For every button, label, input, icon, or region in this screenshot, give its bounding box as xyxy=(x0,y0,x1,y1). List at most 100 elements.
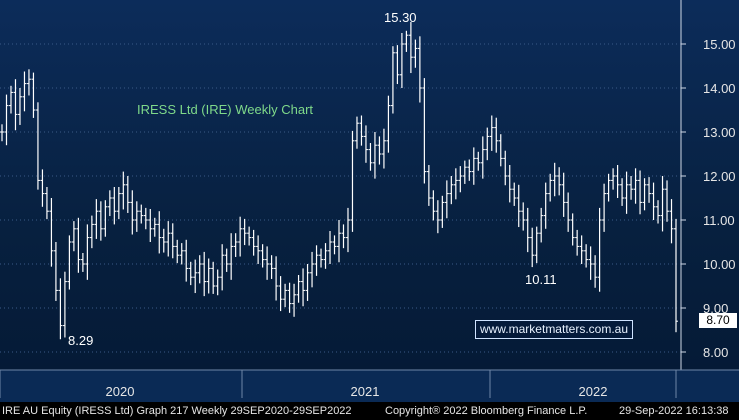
y-tick-label: 8.00 xyxy=(703,345,728,360)
ohlc-bar xyxy=(525,207,530,253)
y-tick-label: 14.00 xyxy=(703,81,736,96)
y-tick-label: 13.00 xyxy=(703,125,736,140)
ohlc-bar xyxy=(112,187,117,225)
ohlc-bar xyxy=(408,22,413,74)
ohlc-bar xyxy=(35,102,40,190)
ohlc-bar xyxy=(615,165,620,198)
ohlc-bar xyxy=(638,170,643,215)
ohlc-bar xyxy=(426,165,431,206)
ohlc-bar xyxy=(494,117,499,153)
ohlc-bar xyxy=(305,264,310,301)
ohlc-bar xyxy=(552,162,557,197)
annotation-low: 8.29 xyxy=(68,333,93,348)
ohlc-bar xyxy=(274,256,279,301)
grid-lines xyxy=(0,43,681,353)
ohlc-bar xyxy=(283,283,288,308)
ohlc-bar xyxy=(328,231,333,264)
year-label: 2020 xyxy=(106,384,135,399)
ohlc-bar xyxy=(359,115,364,146)
ohlc-bar xyxy=(458,166,463,193)
ohlc-bar xyxy=(602,183,607,232)
ohlc-bar xyxy=(534,226,539,264)
ohlc-bar xyxy=(516,184,521,228)
ohlc-bar xyxy=(674,218,678,333)
ohlc-bar xyxy=(503,150,508,186)
ohlc-bar xyxy=(476,151,481,171)
ohlc-bar xyxy=(462,160,467,184)
ohlc-bar xyxy=(296,275,301,303)
ohlc-bar xyxy=(49,198,54,267)
year-label: 2021 xyxy=(351,384,380,399)
ohlc-bar xyxy=(480,136,485,179)
ohlc-bar xyxy=(103,200,108,237)
ohlc-bar xyxy=(58,278,63,340)
ohlc-bar xyxy=(184,239,189,282)
ohlc-bar xyxy=(597,207,602,292)
ohlc-bar xyxy=(287,282,292,313)
ohlc-bar xyxy=(354,116,359,149)
ohlc-bar xyxy=(350,130,355,232)
ohlc-bar xyxy=(449,176,454,205)
ohlc-bar xyxy=(440,195,445,228)
ohlc-bar xyxy=(647,177,652,203)
ohlc-bar xyxy=(247,226,252,246)
ohlc-bar xyxy=(620,178,625,206)
ohlc-bar xyxy=(579,235,584,264)
chart-title: IRESS Ltd (IRE) Weekly Chart xyxy=(137,102,313,117)
ohlc-bar xyxy=(206,258,211,294)
ohlc-bar xyxy=(381,128,386,169)
ohlc-bar xyxy=(530,227,535,268)
ohlc-bar xyxy=(485,127,490,161)
ohlc-bar xyxy=(575,229,580,256)
ohlc-bar xyxy=(22,71,27,112)
ohlc-bar xyxy=(539,207,544,243)
ohlc-bar xyxy=(633,168,638,204)
watermark-link[interactable]: www.marketmatters.com.au xyxy=(475,320,633,339)
ohlc-bar xyxy=(161,228,166,253)
ohlc-bar xyxy=(507,165,512,203)
annotation-mid: 10.11 xyxy=(525,272,557,287)
ohlc-bar xyxy=(121,171,126,210)
ohlc-bar xyxy=(170,223,175,259)
ohlc-bar xyxy=(642,178,647,211)
ohlc-bar xyxy=(98,201,103,241)
ohlc-bar xyxy=(31,72,36,118)
ohlc-bar xyxy=(215,269,220,296)
ohlc-bar xyxy=(89,215,94,249)
ohlc-bar xyxy=(435,200,440,234)
ohlc-bar xyxy=(570,213,575,246)
ohlc-bar xyxy=(197,255,202,284)
ohlc-bar xyxy=(53,242,58,301)
ohlc-bar xyxy=(211,261,216,294)
ohlc-bar xyxy=(179,243,184,265)
ohlc-bar xyxy=(629,176,634,200)
ohlc-bar xyxy=(417,36,422,103)
ohlc-bar xyxy=(404,30,409,52)
ohlc-bar xyxy=(543,182,548,229)
price-bars xyxy=(0,22,678,340)
ohlc-bar xyxy=(314,245,319,276)
footer-bar: IRE AU Equity (IRESS Ltd) Graph 217 Week… xyxy=(0,402,739,420)
ohlc-bar xyxy=(660,176,665,232)
ohlc-bar xyxy=(269,255,274,279)
footer-timestamp: 29-Sep-2022 16:13:38 xyxy=(619,405,729,417)
ohlc-bar xyxy=(233,233,238,257)
ohlc-bar xyxy=(238,216,243,257)
ohlc-bar xyxy=(606,173,611,202)
ohlc-bar xyxy=(345,207,350,253)
ohlc-bar xyxy=(85,224,90,280)
ohlc-bar xyxy=(224,248,229,272)
ohlc-bar xyxy=(260,244,265,268)
ohlc-bar xyxy=(390,46,395,114)
ohlc-bar xyxy=(17,88,22,125)
ohlc-bar xyxy=(94,199,99,239)
ohlc-bar xyxy=(175,239,180,264)
ohlc-bar xyxy=(292,283,297,317)
ohlc-bar xyxy=(67,235,72,290)
y-tick-label: 9.00 xyxy=(703,301,728,316)
ohlc-bar xyxy=(453,168,458,200)
ohlc-bar xyxy=(130,190,135,235)
ohlc-bar xyxy=(193,259,198,294)
ohlc-bar xyxy=(413,39,418,68)
